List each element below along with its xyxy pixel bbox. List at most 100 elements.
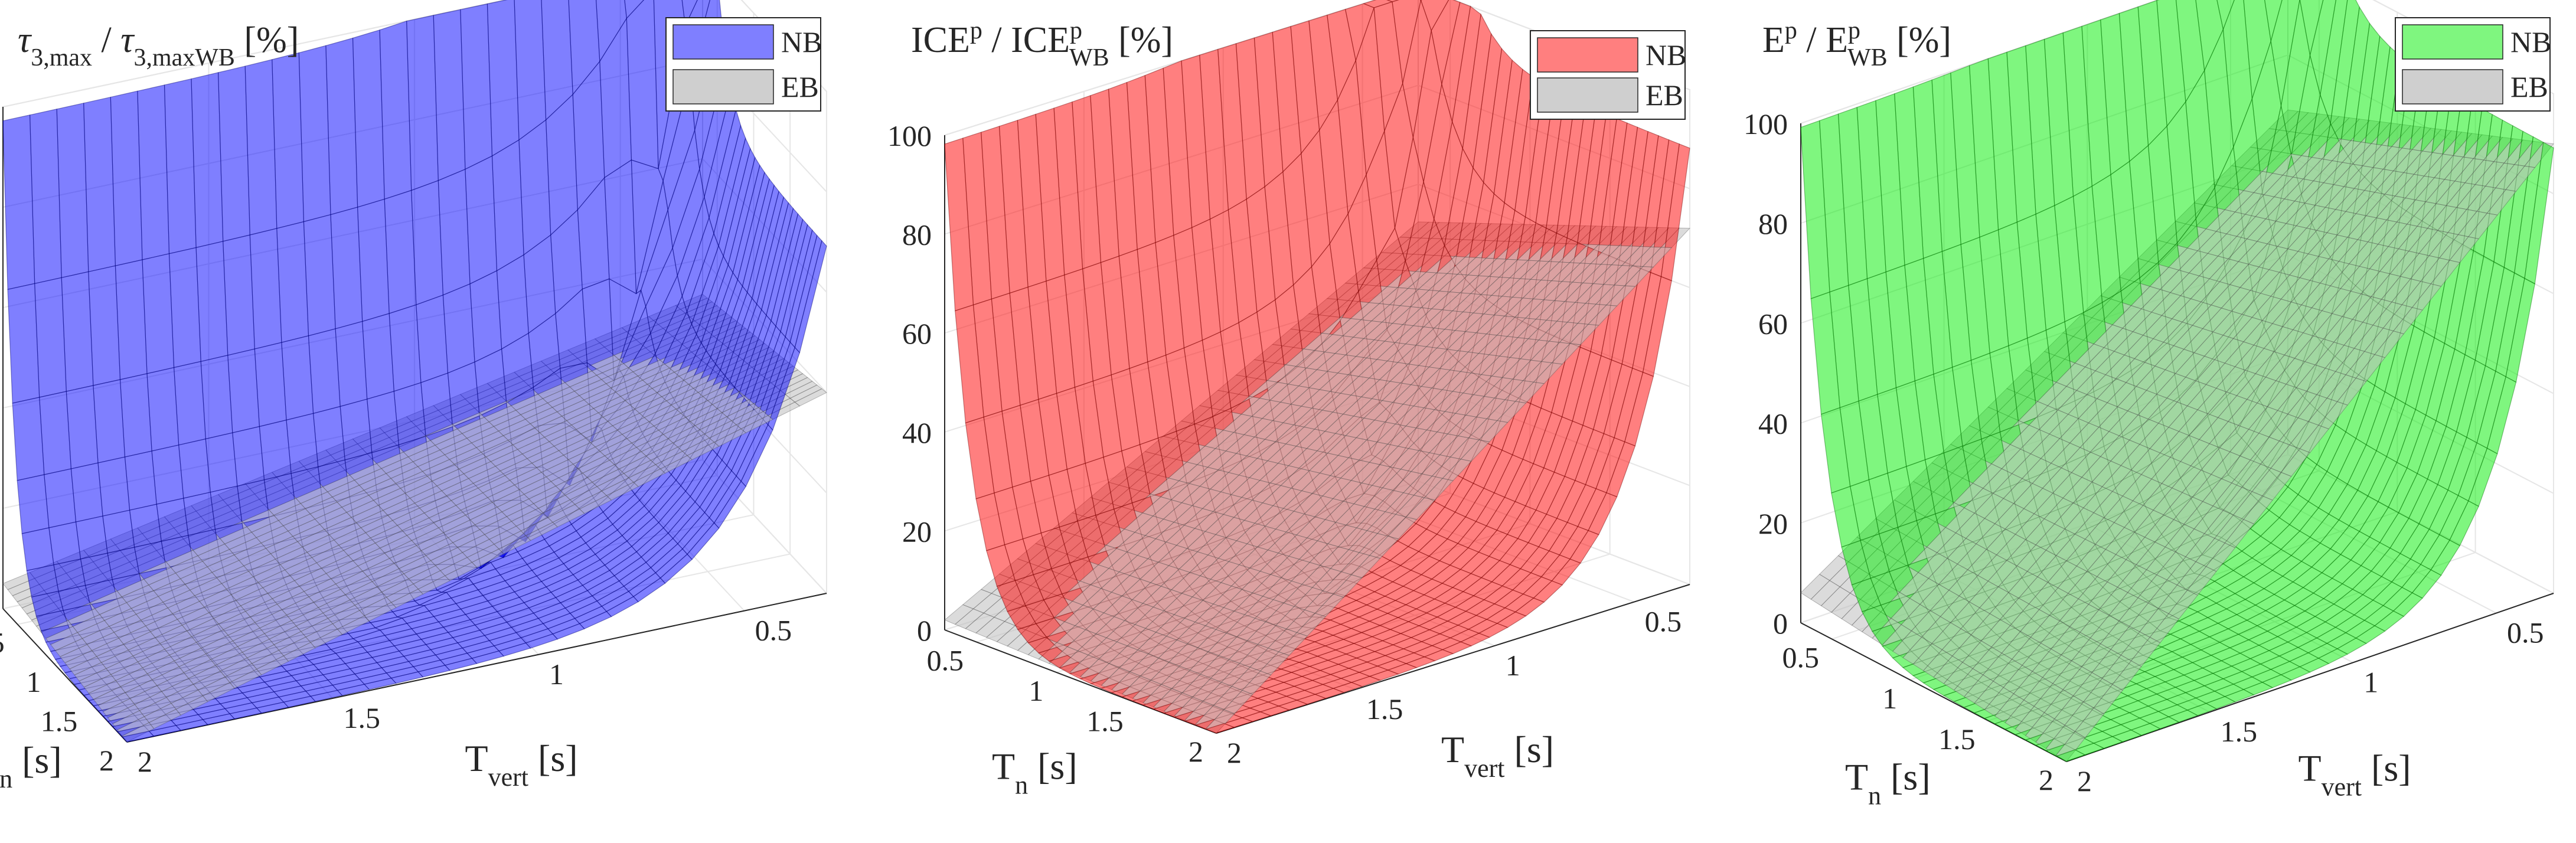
legend: NB EB (2395, 17, 2551, 112)
legend-swatch-eb (672, 69, 774, 104)
y-tick-label: 1.5 (2221, 715, 2258, 748)
nb-surface-patch (227, 348, 260, 433)
x-tick-label: 1.5 (1086, 705, 1124, 738)
nb-surface-patch (352, 29, 385, 208)
chart-title: τ3,max / τ3,maxWB [%] (18, 20, 299, 71)
nb-surface-patch (164, 78, 197, 254)
nb-surface-patch (335, 321, 368, 407)
nb-surface-patch (272, 52, 305, 229)
x-tick-label: 0.5 (927, 644, 964, 677)
x-tick-label: 2 (1189, 735, 1203, 768)
nb-surface-patch (88, 265, 121, 386)
y-tick-label: 1 (549, 658, 564, 691)
nb-surface-patch (259, 419, 292, 481)
nb-surface-patch (518, 119, 551, 256)
surface-group (944, 0, 1691, 734)
legend-swatch-nb (672, 24, 774, 60)
nb-surface-patch (121, 730, 155, 743)
nb-surface-patch (514, 0, 547, 141)
x-tick-label: 1 (26, 665, 41, 698)
y-tick-label: 2 (138, 745, 152, 778)
nb-surface-patch (254, 342, 287, 427)
z-tick-label: 40 (1758, 407, 1788, 440)
nb-surface-patch (339, 398, 373, 460)
nb-surface-patch (442, 283, 475, 374)
z-tick-label: 60 (902, 317, 932, 350)
y-tick-label: 1 (1506, 649, 1520, 682)
nb-surface-patch (110, 90, 143, 266)
nb-surface-patch (393, 382, 426, 446)
x-axis-label: Tn [s] (0, 739, 62, 793)
x-tick-label: 2 (99, 744, 114, 777)
chart-title: Ep / Ep WB [%] (1762, 17, 1951, 71)
x-tick-label: 1.5 (41, 705, 78, 738)
nb-surface-patch (217, 66, 250, 242)
nb-surface-patch (210, 485, 243, 530)
y-tick-label: 1.5 (344, 701, 381, 734)
nb-surface-patch (496, 254, 529, 350)
z-tick-label: 0 (1773, 607, 1788, 640)
surface-group (2, 0, 827, 743)
nb-surface-patch (48, 521, 81, 566)
nb-surface-patch (39, 391, 72, 475)
nb-surface-patch (460, 3, 493, 170)
nb-surface-patch (97, 456, 130, 517)
axis-line-x (1216, 584, 1690, 734)
nb-surface-patch (75, 515, 108, 560)
nb-surface-patch (303, 214, 336, 336)
nb-surface-patch (17, 474, 50, 534)
nb-surface-patch (416, 294, 449, 384)
nb-surface-patch (66, 385, 99, 469)
legend-label-nb: NB (1645, 38, 1686, 71)
nb-surface-patch (93, 379, 126, 463)
nb-surface-patch (12, 397, 45, 481)
nb-surface-patch (276, 221, 309, 343)
z-tick-label: 80 (902, 218, 932, 251)
nb-surface-patch (281, 335, 314, 421)
nb-surface-patch (406, 15, 439, 191)
nb-surface-patch (411, 179, 444, 306)
nb-surface-patch (119, 373, 152, 458)
nb-surface-patch (56, 102, 89, 279)
legend-label-eb: EB (2510, 70, 2548, 103)
y-tick-label: 1 (2363, 665, 2378, 698)
nb-surface-patch (191, 72, 224, 249)
axis-line-y (944, 629, 1217, 734)
z-tick-label: 60 (1758, 307, 1788, 340)
z-tick-label: 100 (887, 119, 932, 152)
legend-label-eb: EB (1645, 79, 1683, 112)
nb-surface-patch (367, 391, 400, 453)
nb-surface-patch (178, 438, 211, 499)
nb-surface-patch (308, 328, 341, 414)
surface-group (1800, 0, 2554, 762)
nb-surface-patch (362, 313, 394, 400)
nb-surface-patch (7, 283, 40, 404)
y-tick-label: 2 (1227, 736, 1242, 769)
x-tick-label: 2 (2039, 763, 2053, 796)
z-tick-label: 20 (902, 515, 932, 548)
nb-surface-patch (173, 361, 206, 446)
legend-label-nb: NB (781, 25, 822, 58)
y-tick-label: 1.5 (1366, 692, 1403, 726)
axis-line-x (126, 593, 827, 743)
nb-surface-patch (200, 355, 233, 440)
nb-surface-patch (195, 241, 228, 362)
z-tick-label: 100 (1744, 107, 1788, 140)
nb-surface-patch (70, 462, 103, 522)
y-axis-label: Tvert [s] (465, 737, 578, 792)
nb-surface-patch (249, 228, 282, 349)
z-tick-label: 0 (917, 614, 932, 647)
nb-surface-patch (232, 426, 265, 487)
legend-label-nb: NB (2510, 25, 2551, 58)
z-tick-label: 40 (902, 416, 932, 449)
nb-surface-patch (438, 168, 471, 296)
y-tick-label: 0.5 (1645, 605, 1682, 638)
y-axis-label: Tvert [s] (1441, 728, 1554, 783)
legend-swatch-eb (1537, 77, 1638, 113)
x-tick-label: 1.5 (1938, 723, 1976, 756)
nb-surface-patch (487, 0, 520, 157)
nb-surface-patch (29, 109, 62, 285)
nb-surface-patch (61, 271, 94, 392)
nb-surface-patch (379, 20, 412, 200)
